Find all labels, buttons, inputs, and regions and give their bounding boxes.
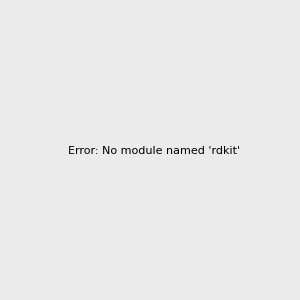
Text: Error: No module named 'rdkit': Error: No module named 'rdkit' [68,146,240,157]
